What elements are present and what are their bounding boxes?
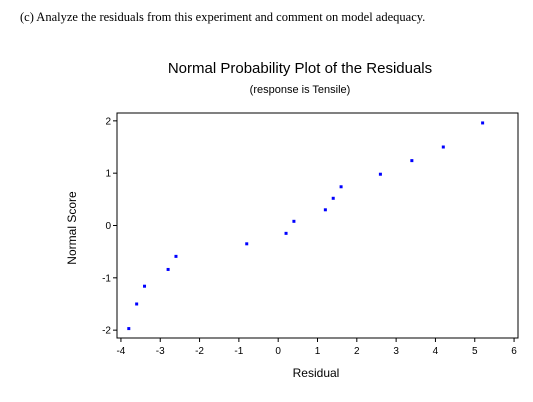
data-point [135,302,139,306]
data-point [339,185,343,189]
chart-subtitle: (response is Tensile) [250,84,351,96]
data-point [292,219,296,223]
data-point [127,327,131,331]
data-point [410,159,414,163]
plot-frame [116,112,519,339]
plot-area: -4 -3 -2 -1 0 1 2 3 4 5 6 -2 -1 0 1 2 [102,112,519,357]
x-tick-label: 3 [393,346,399,357]
x-tick-label: 5 [472,346,478,357]
question-text: (c) Analyze the residuals from this expe… [20,10,426,24]
x-axis-label: Residual [293,366,340,380]
x-tick-label: -3 [156,346,165,357]
data-point [481,121,485,125]
y-tick-label: 2 [105,116,111,127]
x-tick-label: -1 [234,346,243,357]
data-point [166,267,170,271]
x-tick-label: 0 [275,346,281,357]
data-point [174,254,178,258]
x-tick-label: -4 [116,346,125,357]
y-tick-label: -2 [102,326,111,337]
y-tick-label: 1 [105,169,111,180]
y-tick-label: 0 [105,221,111,232]
x-tick-label: 1 [315,346,321,357]
chart-title: Normal Probability Plot of the Residuals [168,60,432,77]
data-point [378,172,382,176]
data-point [143,284,147,288]
x-tick-label: 4 [433,346,439,357]
y-axis-label: Normal Score [65,191,79,265]
data-point [331,196,335,200]
data-point [245,242,249,246]
x-tick-label: -2 [195,346,204,357]
data-point [323,208,327,212]
data-point [284,231,288,235]
x-tick-label: 6 [511,346,517,357]
data-point [441,145,445,149]
y-tick-label: -1 [102,273,111,284]
x-tick-label: 2 [354,346,360,357]
